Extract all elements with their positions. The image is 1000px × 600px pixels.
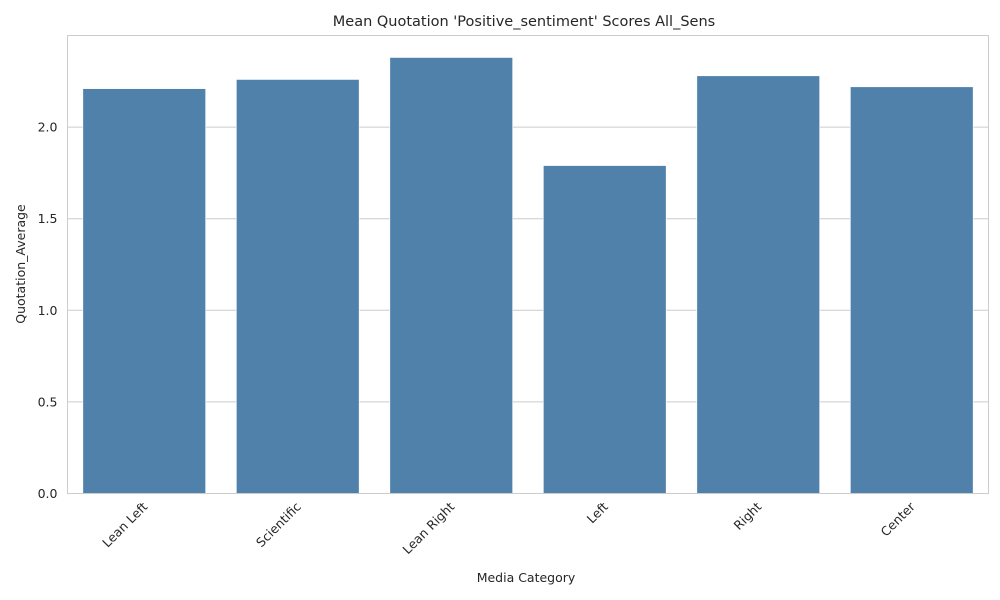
y-tick-label: 1.0 [38,303,58,318]
bar-center [850,86,974,494]
bars [82,57,974,494]
x-tick-label: Left [584,499,611,526]
x-tick-label: Lean Right [399,499,457,557]
x-axis-label: Media Category [477,570,576,585]
x-tick-labels: Lean Left Scientific Lean Right Left Right Ce… [99,498,918,557]
y-tick-labels: 0.0 0.5 1.0 1.5 2.0 [38,120,58,501]
y-tick-label: 1.5 [38,211,58,226]
y-tick-label: 2.0 [38,120,58,135]
x-tick-label: Center [878,498,919,539]
bar-scientific [236,79,360,494]
x-tick-label: Scientific [253,499,304,550]
bar-left [543,165,667,494]
y-tick-label: 0.5 [38,394,58,409]
chart-title: Mean Quotation 'Positive_sentiment' Scor… [333,14,715,30]
bar-right [696,75,820,494]
x-tick-label: Right [730,499,764,533]
y-tick-label: 0.0 [38,486,58,501]
y-axis-label: Quotation_Average [13,204,28,324]
plot-frame [67,35,989,494]
bar-lean-right [389,57,513,494]
x-tick-label: Lean Left [99,499,150,550]
bar-lean-left [82,88,206,494]
